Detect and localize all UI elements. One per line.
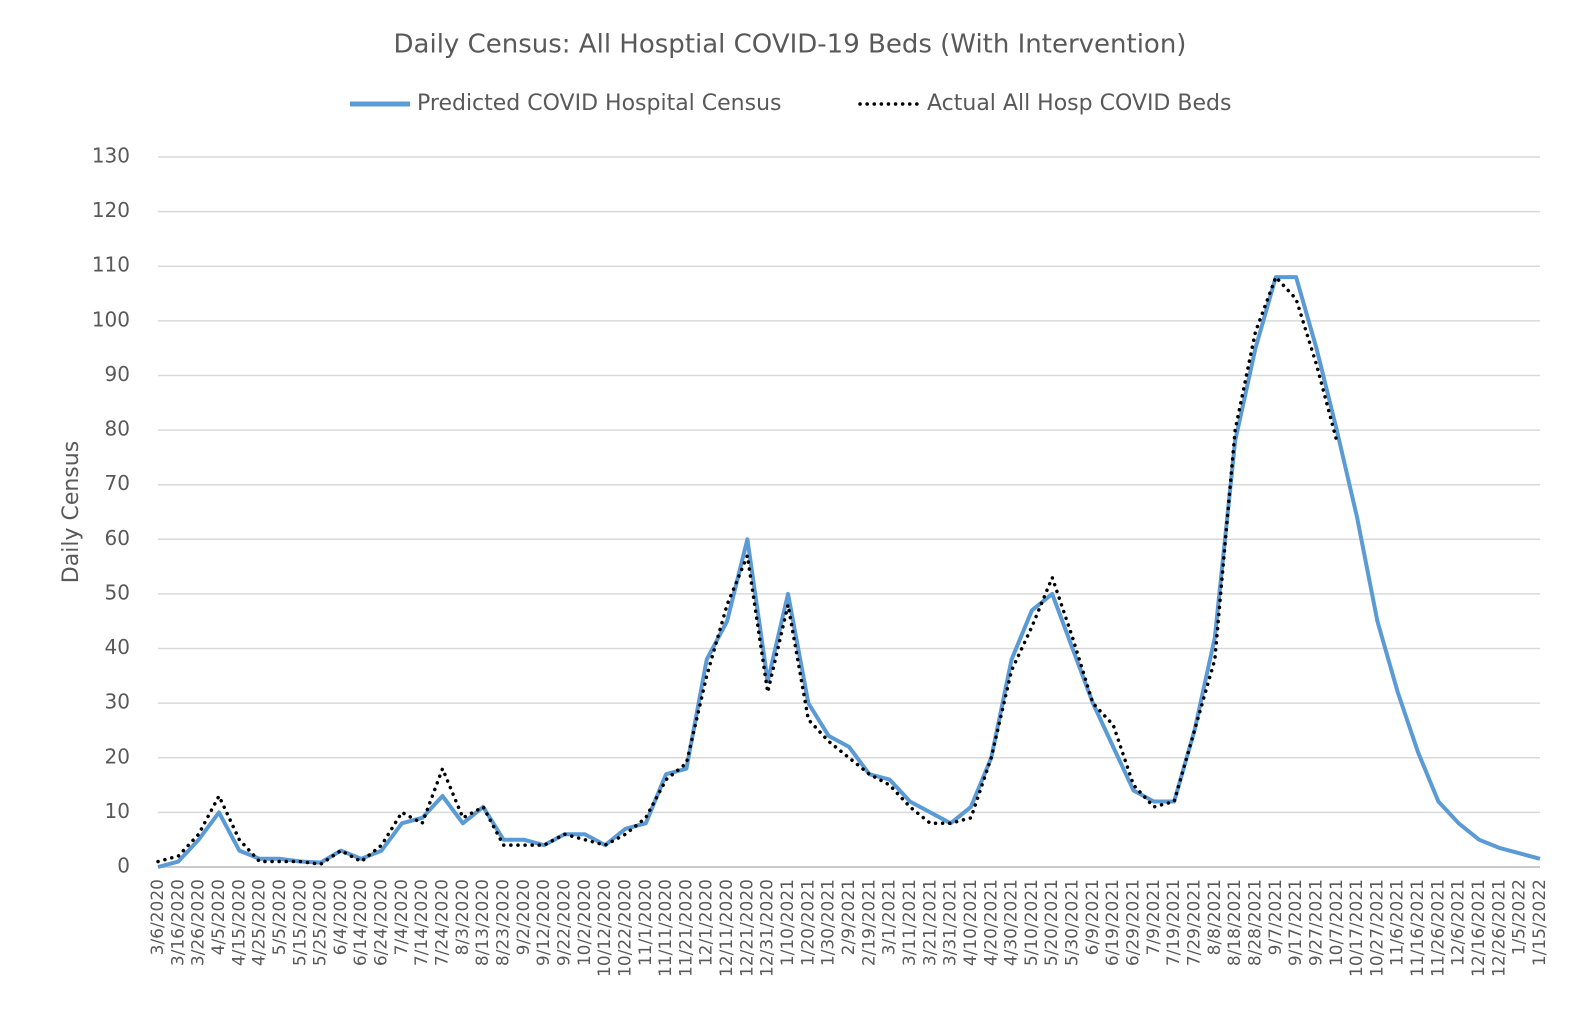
x-tick-label: 6/4/2020 [331, 879, 351, 955]
legend-label: Actual All Hosp COVID Beds [927, 91, 1231, 116]
x-tick-label: 9/7/2021 [1266, 879, 1286, 955]
y-tick-label: 20 [105, 744, 130, 768]
y-tick-label: 40 [105, 635, 130, 659]
x-tick-label: 7/29/2021 [1185, 879, 1205, 966]
x-tick-label: 7/9/2021 [1144, 879, 1164, 955]
y-tick-label: 10 [105, 799, 130, 823]
x-tick-label: 3/16/2020 [168, 879, 188, 966]
x-tick-label: 2/9/2021 [839, 879, 859, 955]
x-tick-label: 11/16/2021 [1408, 879, 1428, 977]
series-line [157, 275, 1541, 869]
x-tick-label: 10/17/2021 [1347, 879, 1367, 977]
chart-title: Daily Census: All Hosptial COVID-19 Beds… [394, 30, 1187, 60]
x-tick-label: 1/5/2022 [1510, 879, 1530, 955]
x-tick-label: 4/15/2020 [229, 879, 249, 966]
x-tick-label: 4/20/2021 [981, 879, 1001, 966]
x-tick-label: 12/26/2021 [1489, 879, 1509, 977]
x-tick-label: 9/12/2020 [534, 879, 554, 966]
legend-label: Predicted COVID Hospital Census [417, 91, 782, 116]
y-tick-label: 70 [105, 471, 130, 495]
x-tick-label: 5/15/2020 [290, 879, 310, 966]
x-tick-label: 6/24/2020 [372, 879, 392, 966]
x-tick-label: 7/19/2021 [1164, 879, 1184, 966]
x-tick-label: 5/25/2020 [311, 879, 331, 966]
x-tick-label: 2/19/2021 [859, 879, 879, 966]
y-tick-label: 100 [92, 307, 130, 331]
x-tick-label: 3/1/2021 [880, 879, 900, 955]
x-tick-label: 3/11/2021 [900, 879, 920, 966]
x-tick-label: 12/1/2020 [697, 879, 717, 966]
y-tick-label: 130 [92, 144, 130, 168]
x-tick-label: 4/5/2020 [209, 879, 229, 955]
x-tick-label: 11/1/2020 [636, 879, 656, 966]
x-tick-label: 12/21/2020 [737, 879, 757, 977]
y-tick-label: 120 [92, 198, 130, 222]
y-tick-label: 110 [92, 253, 130, 277]
x-tick-label: 6/19/2021 [1103, 879, 1123, 966]
x-tick-label: 10/22/2020 [615, 879, 635, 977]
y-tick-label: 0 [117, 854, 130, 878]
x-tick-label: 7/14/2020 [412, 879, 432, 966]
x-tick-label: 4/10/2021 [961, 879, 981, 966]
y-tick-label: 50 [105, 580, 130, 604]
x-tick-label: 5/10/2021 [1022, 879, 1042, 966]
x-tick-label: 1/20/2021 [798, 879, 818, 966]
x-tick-label: 8/28/2021 [1245, 879, 1265, 966]
x-tick-label: 11/26/2021 [1428, 879, 1448, 977]
x-tick-label: 6/29/2021 [1124, 879, 1144, 966]
x-tick-label: 1/15/2022 [1530, 879, 1550, 966]
y-tick-label: 80 [105, 417, 130, 441]
x-tick-label: 6/9/2021 [1083, 879, 1103, 955]
x-tick-label: 5/5/2020 [270, 879, 290, 955]
y-tick-label: 30 [105, 690, 130, 714]
x-tick-label: 8/13/2020 [473, 879, 493, 966]
y-tick-label: 60 [105, 526, 130, 550]
y-tick-label: 90 [105, 362, 130, 386]
x-tick-label: 8/18/2021 [1225, 879, 1245, 966]
x-tick-label: 10/7/2021 [1327, 879, 1347, 966]
x-tick-label: 8/23/2020 [494, 879, 514, 966]
x-tick-label: 5/30/2021 [1063, 879, 1083, 966]
x-tick-label: 1/10/2021 [778, 879, 798, 966]
x-tick-label: 9/2/2020 [514, 879, 534, 955]
x-tick-label: 11/21/2020 [676, 879, 696, 977]
x-tick-label: 4/25/2020 [250, 879, 270, 966]
x-tick-label: 7/4/2020 [392, 879, 412, 955]
x-tick-label: 10/27/2021 [1367, 879, 1387, 977]
series-line [156, 275, 1339, 867]
x-tick-label: 12/31/2020 [758, 879, 778, 977]
x-tick-label: 10/2/2020 [575, 879, 595, 966]
x-tick-label: 10/12/2020 [595, 879, 615, 977]
x-tick-label: 3/31/2021 [941, 879, 961, 966]
x-tick-label: 8/8/2021 [1205, 879, 1225, 955]
x-tick-label: 7/24/2020 [433, 879, 453, 966]
x-tick-label: 3/6/2020 [148, 879, 168, 955]
x-tick-label: 9/27/2021 [1306, 879, 1326, 966]
y-axis-label: Daily Census [59, 441, 84, 583]
x-tick-label: 12/16/2021 [1469, 879, 1489, 977]
x-tick-label: 12/6/2021 [1449, 879, 1469, 966]
x-tick-label: 12/11/2020 [717, 879, 737, 977]
x-tick-label: 6/14/2020 [351, 879, 371, 966]
x-tick-label: 3/26/2020 [189, 879, 209, 966]
x-tick-label: 3/21/2021 [920, 879, 940, 966]
x-tick-label: 1/30/2021 [819, 879, 839, 966]
x-tick-label: 9/17/2021 [1286, 879, 1306, 966]
x-tick-label: 11/11/2020 [656, 879, 676, 977]
x-tick-label: 4/30/2021 [1002, 879, 1022, 966]
x-tick-label: 9/22/2020 [554, 879, 574, 966]
x-tick-label: 5/20/2021 [1042, 879, 1062, 966]
x-tick-label: 8/3/2020 [453, 879, 473, 955]
x-tick-label: 11/6/2021 [1388, 879, 1408, 966]
